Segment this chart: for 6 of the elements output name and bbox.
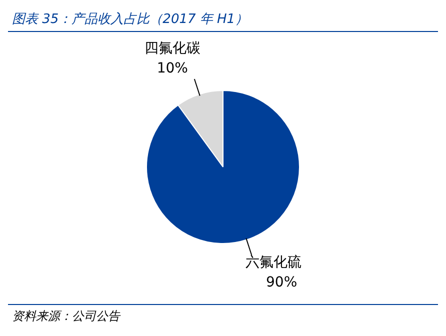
slice-label: 四氟化碳 <box>144 40 200 57</box>
slice-label: 六氟化硫 <box>246 254 302 271</box>
data-label: 90% <box>266 274 298 291</box>
text: 资料来源：公司公告 <box>12 309 120 323</box>
data-label: 10% <box>156 60 188 77</box>
chart-title: 图表 35：产品收入占比（2017 年 H1） <box>8 8 438 32</box>
